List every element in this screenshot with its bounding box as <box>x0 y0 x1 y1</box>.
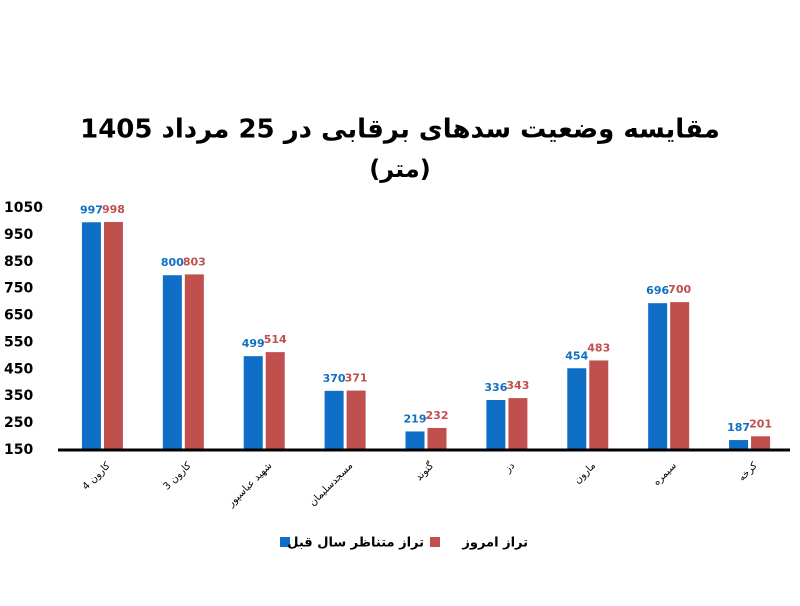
bar <box>324 390 344 450</box>
y-tick-label: 350 <box>4 388 33 404</box>
y-tick-label: 650 <box>4 308 33 324</box>
bar <box>486 399 506 450</box>
legend-swatch <box>430 537 440 547</box>
legend-label: تراز متناظر سال قبل <box>287 536 424 551</box>
y-tick-label: 950 <box>4 227 33 243</box>
x-tick-label: کرخه <box>737 460 760 483</box>
data-label: 499 <box>242 337 265 350</box>
bar <box>243 356 263 450</box>
x-tick-label: مسجدسلیمان <box>307 460 355 508</box>
data-label: 232 <box>426 409 449 422</box>
data-label: 696 <box>646 284 669 297</box>
y-tick-label: 750 <box>4 281 33 297</box>
x-tick-label: مارون <box>572 460 598 486</box>
data-label: 187 <box>727 421 750 434</box>
data-label: 997 <box>80 203 103 216</box>
data-label: 514 <box>264 333 287 346</box>
bar <box>427 427 447 450</box>
y-tick-label: 150 <box>4 442 33 458</box>
bar <box>729 440 749 450</box>
data-label: 483 <box>587 341 610 354</box>
bar <box>81 222 101 450</box>
bar <box>508 398 528 450</box>
data-label: 343 <box>506 379 529 392</box>
data-label: 454 <box>565 349 588 362</box>
y-tick-label: 850 <box>4 254 33 270</box>
y-tick-label: 450 <box>4 361 33 377</box>
bar <box>751 436 771 450</box>
x-tick-label: سیمره <box>651 460 679 488</box>
bar <box>103 221 123 450</box>
data-label: 336 <box>484 381 507 394</box>
y-tick-label: 250 <box>4 415 33 431</box>
chart-title: مقایسه وضعیت سدهای برقابی در 25 مرداد 14… <box>80 115 720 145</box>
bar <box>184 274 204 450</box>
bar <box>265 352 285 450</box>
bar <box>162 275 182 450</box>
x-tick-label: دز <box>502 460 517 475</box>
bar <box>405 431 425 450</box>
bar <box>567 368 587 450</box>
data-label: 998 <box>102 203 125 216</box>
y-tick-label: 550 <box>4 334 33 350</box>
data-label: 370 <box>323 372 346 385</box>
bar <box>589 360 609 450</box>
x-tick-label: کارون 4 <box>81 460 113 492</box>
x-tick-label: کارون 3 <box>161 460 193 492</box>
x-tick-label: شهید عباسپور <box>225 460 274 509</box>
x-tick-label: گتوند <box>413 460 436 483</box>
bar <box>670 302 690 450</box>
data-label: 803 <box>183 255 206 268</box>
data-label: 219 <box>404 412 427 425</box>
legend-swatch <box>280 537 290 547</box>
chart-subtitle: (متر) <box>369 155 431 183</box>
data-label: 371 <box>345 372 368 385</box>
bar <box>346 390 366 450</box>
data-label: 201 <box>749 417 772 430</box>
legend-label: تراز امروز <box>461 536 528 551</box>
y-tick-label: 1050 <box>4 200 43 216</box>
data-label: 700 <box>668 283 691 296</box>
data-label: 800 <box>161 256 184 269</box>
bar <box>648 303 668 450</box>
